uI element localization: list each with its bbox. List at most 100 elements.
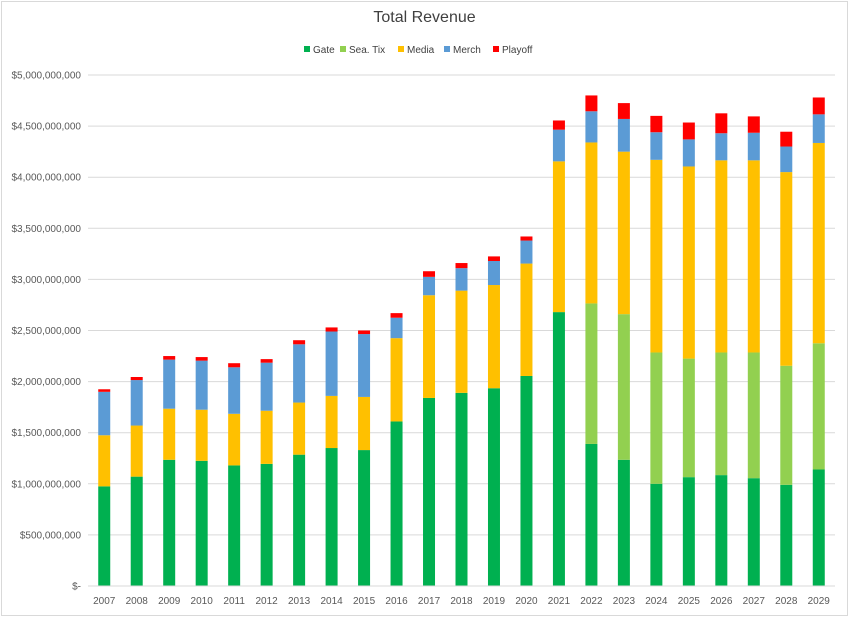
legend-label: Playoff xyxy=(502,45,533,56)
bar-gate-2009 xyxy=(163,459,176,586)
legend-label: Merch xyxy=(453,45,481,56)
bar-media-2024 xyxy=(650,159,663,353)
x-tick-label: 2023 xyxy=(613,596,636,607)
x-tick-label: 2012 xyxy=(256,596,279,607)
bar-media-2020 xyxy=(520,263,533,376)
x-tick-label: 2010 xyxy=(191,596,214,607)
bar-merch-2027 xyxy=(747,132,760,161)
bar-merch-2023 xyxy=(617,118,630,152)
bar-merch-2024 xyxy=(650,132,663,160)
bar-media-2015 xyxy=(358,396,371,451)
bar-gate-2016 xyxy=(390,421,403,586)
bar-merch-2017 xyxy=(423,276,436,296)
bar-playoff-2010 xyxy=(195,357,208,361)
bar-media-2029 xyxy=(812,142,825,344)
legend-label: Media xyxy=(407,45,435,56)
bar-gate-2028 xyxy=(780,484,793,586)
bar-merch-2028 xyxy=(780,146,793,173)
bar-gate-2029 xyxy=(812,469,825,586)
x-tick-label: 2015 xyxy=(353,596,376,607)
bar-merch-2011 xyxy=(228,367,241,414)
bar-gate-2021 xyxy=(552,312,565,586)
bars xyxy=(98,95,825,586)
bar-playoff-2020 xyxy=(520,236,533,241)
legend-swatch xyxy=(444,46,450,52)
x-tick-label: 2018 xyxy=(450,596,473,607)
bar-media-2026 xyxy=(715,160,728,353)
bar-media-2019 xyxy=(487,285,500,389)
bar-gate-2010 xyxy=(195,460,208,586)
bar-media-2022 xyxy=(585,142,598,304)
bar-sea-tix-2028 xyxy=(780,365,793,485)
bar-merch-2008 xyxy=(130,380,143,426)
bar-playoff-2022 xyxy=(585,95,598,112)
bar-gate-2023 xyxy=(617,459,630,586)
bar-merch-2015 xyxy=(358,334,371,397)
bar-media-2011 xyxy=(228,413,241,466)
bar-gate-2014 xyxy=(325,448,338,586)
x-tick-label: 2024 xyxy=(645,596,668,607)
bar-media-2012 xyxy=(260,410,273,464)
x-tick-label: 2028 xyxy=(775,596,798,607)
bar-sea-tix-2024 xyxy=(650,352,663,484)
legend-swatch xyxy=(493,46,499,52)
bar-media-2017 xyxy=(423,295,436,398)
chart-title: Total Revenue xyxy=(373,9,476,26)
bar-playoff-2016 xyxy=(390,313,403,318)
bar-media-2010 xyxy=(195,409,208,461)
bar-gate-2027 xyxy=(747,478,760,586)
bar-media-2027 xyxy=(747,160,760,353)
bar-playoff-2017 xyxy=(423,271,436,277)
bar-playoff-2018 xyxy=(455,263,468,269)
bar-sea-tix-2023 xyxy=(617,314,630,460)
x-tick-label: 2007 xyxy=(93,596,116,607)
bar-gate-2012 xyxy=(260,463,273,586)
y-tick-label: $3,500,000,000 xyxy=(11,224,81,235)
bar-media-2028 xyxy=(780,172,793,366)
y-tick-label: $500,000,000 xyxy=(20,530,82,541)
x-tick-label: 2011 xyxy=(223,596,245,607)
legend-label: Sea. Tix xyxy=(349,45,385,56)
x-tick-label: 2019 xyxy=(483,596,506,607)
bar-gate-2026 xyxy=(715,475,728,586)
y-tick-label: $4,500,000,000 xyxy=(11,122,81,133)
bar-playoff-2011 xyxy=(228,363,241,368)
legend-label: Gate xyxy=(313,45,335,56)
bar-gate-2008 xyxy=(130,476,143,586)
bar-playoff-2012 xyxy=(260,359,273,363)
bar-playoff-2021 xyxy=(552,120,565,130)
bar-merch-2029 xyxy=(812,114,825,143)
legend-swatch xyxy=(304,46,310,52)
bar-gate-2015 xyxy=(358,450,371,586)
y-tick-label: $3,000,000,000 xyxy=(11,275,81,286)
bar-sea-tix-2029 xyxy=(812,343,825,470)
y-tick-label: $1,500,000,000 xyxy=(11,428,81,439)
bar-gate-2024 xyxy=(650,483,663,586)
bar-gate-2022 xyxy=(585,443,598,586)
bar-gate-2025 xyxy=(682,477,695,586)
legend: Gate Sea. Tix Media Merch Playoff xyxy=(304,45,533,56)
bar-playoff-2008 xyxy=(130,377,143,381)
legend-swatch xyxy=(398,46,404,52)
bar-gate-2011 xyxy=(228,465,241,586)
bar-merch-2020 xyxy=(520,240,533,264)
bar-media-2013 xyxy=(293,402,306,455)
x-tick-label: 2026 xyxy=(710,596,733,607)
x-tick-label: 2014 xyxy=(320,596,343,607)
bar-merch-2022 xyxy=(585,111,598,143)
bar-playoff-2023 xyxy=(617,103,630,119)
bar-playoff-2019 xyxy=(487,256,500,262)
y-tick-label: $- xyxy=(72,582,81,593)
x-tick-label: 2027 xyxy=(743,596,766,607)
bar-gate-2017 xyxy=(423,397,436,586)
bar-media-2021 xyxy=(552,161,565,313)
x-tick-label: 2020 xyxy=(515,596,538,607)
bar-media-2023 xyxy=(617,151,630,315)
bar-sea-tix-2027 xyxy=(747,352,760,479)
bar-media-2025 xyxy=(682,166,695,359)
bar-merch-2021 xyxy=(552,129,565,162)
bar-playoff-2015 xyxy=(358,330,371,335)
bar-merch-2013 xyxy=(293,344,306,403)
y-tick-label: $2,500,000,000 xyxy=(11,326,81,337)
